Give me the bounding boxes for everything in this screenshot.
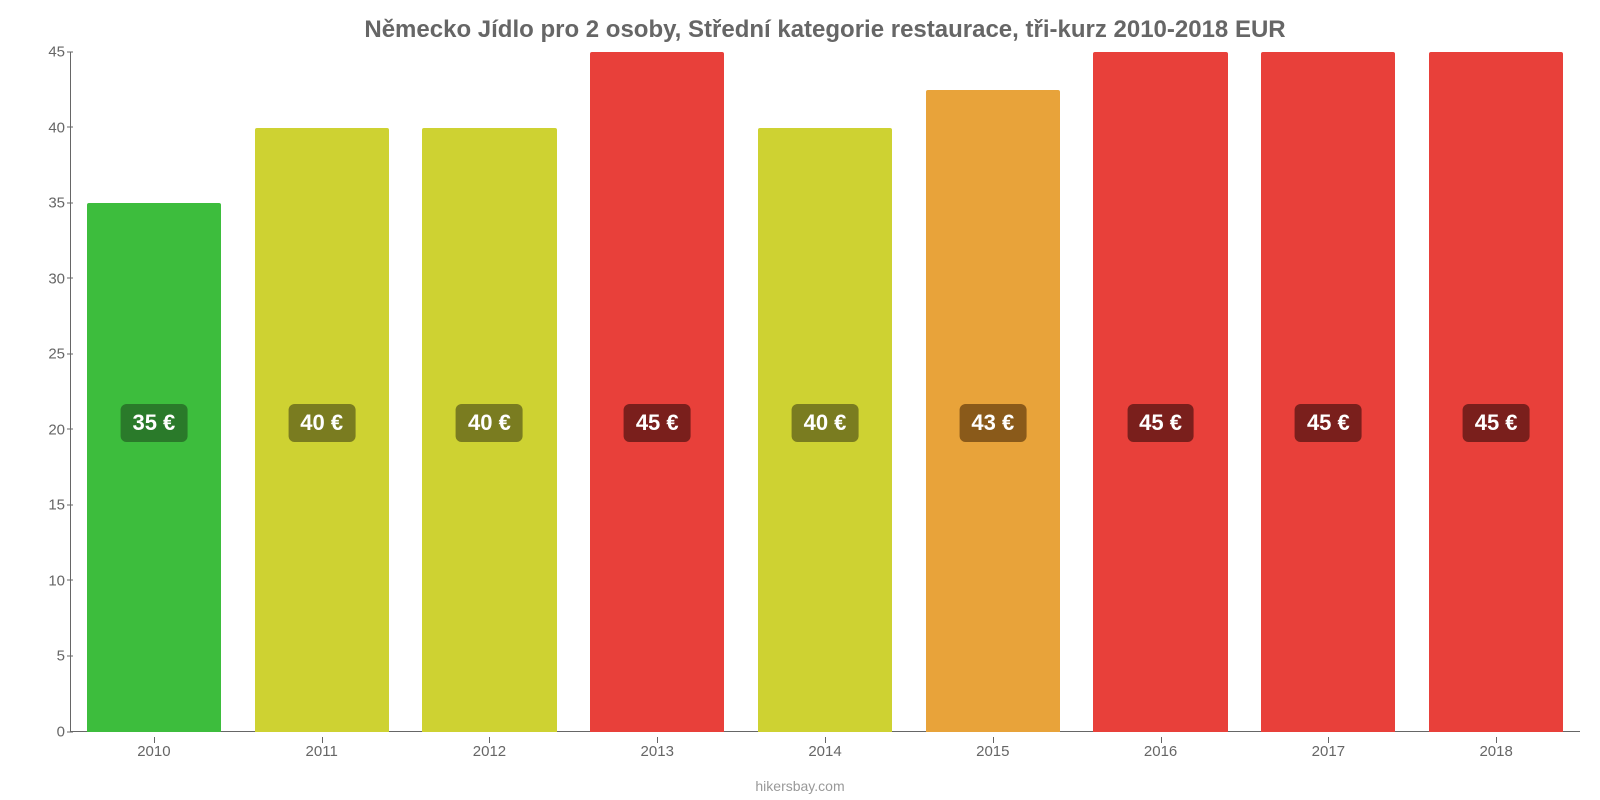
y-tick-label: 40	[20, 119, 65, 136]
x-tick-label: 2011	[238, 743, 406, 760]
x-tick-label: 2016	[1077, 743, 1245, 760]
x-tick-label: 2012	[406, 743, 574, 760]
y-tick-label: 45	[20, 44, 65, 61]
x-tick-mark	[154, 737, 155, 743]
bar-value-label: 45 €	[624, 404, 691, 442]
x-tick-mark	[825, 737, 826, 743]
bar-value-label: 43 €	[959, 404, 1026, 442]
x-tick-label: 2013	[573, 743, 741, 760]
bar-slot: 40 €	[741, 52, 909, 732]
chart-credit: hikersbay.com	[0, 778, 1600, 794]
bar-value-label: 40 €	[288, 404, 355, 442]
y-tick-label: 10	[20, 572, 65, 589]
x-tick-label: 2014	[741, 743, 909, 760]
bar-value-label: 40 €	[456, 404, 523, 442]
bar-value-label: 45 €	[1127, 404, 1194, 442]
bar-slot: 40 €	[406, 52, 574, 732]
bar-value-label: 45 €	[1463, 404, 1530, 442]
y-tick-label: 5	[20, 648, 65, 665]
chart-container: Německo Jídlo pro 2 osoby, Střední kateg…	[0, 0, 1600, 800]
bar	[590, 52, 724, 732]
bar-slot: 45 €	[1077, 52, 1245, 732]
x-tick-mark	[1161, 737, 1162, 743]
y-tick-label: 35	[20, 195, 65, 212]
y-tick-label: 20	[20, 421, 65, 438]
bar-value-label: 35 €	[120, 404, 187, 442]
bar	[1261, 52, 1395, 732]
bar-slot: 43 €	[909, 52, 1077, 732]
y-tick-label: 15	[20, 497, 65, 514]
y-tick-label: 0	[20, 724, 65, 741]
bar-slot: 45 €	[573, 52, 741, 732]
bar-value-label: 40 €	[792, 404, 859, 442]
bar-slot: 45 €	[1412, 52, 1580, 732]
bars-area: 35 € 40 € 40 € 45 € 40 € 43 € 45 € 45 € 45 €	[70, 52, 1580, 732]
bar	[1093, 52, 1227, 732]
x-tick-mark	[657, 737, 658, 743]
bar	[87, 203, 221, 732]
x-tick-mark	[1328, 737, 1329, 743]
bar-slot: 40 €	[238, 52, 406, 732]
x-tick-mark	[489, 737, 490, 743]
x-tick-label: 2010	[70, 743, 238, 760]
x-tick-mark	[993, 737, 994, 743]
plot-area: 051015202530354045 35 €40 €40 €45 €40 €4…	[70, 52, 1580, 732]
chart-title: Německo Jídlo pro 2 osoby, Střední kateg…	[70, 10, 1580, 52]
x-tick-mark	[322, 737, 323, 743]
x-tick-label: 2015	[909, 743, 1077, 760]
x-tick-label: 2017	[1244, 743, 1412, 760]
bar	[1429, 52, 1563, 732]
bar-slot: 35 €	[70, 52, 238, 732]
y-tick-label: 30	[20, 270, 65, 287]
x-axis-labels: 201020112012201320142015201620172018	[70, 743, 1580, 760]
bar-value-label: 45 €	[1295, 404, 1362, 442]
y-axis: 051015202530354045	[20, 52, 65, 732]
y-tick-label: 25	[20, 346, 65, 363]
bar-slot: 45 €	[1244, 52, 1412, 732]
x-tick-label: 2018	[1412, 743, 1580, 760]
x-tick-mark	[1496, 737, 1497, 743]
